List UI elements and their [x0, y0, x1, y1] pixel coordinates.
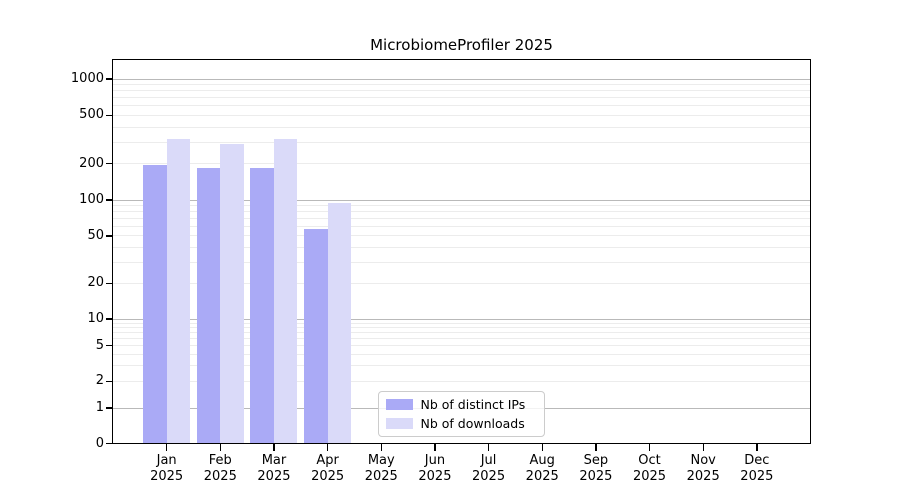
y-tick-mark: [106, 345, 113, 347]
x-tick-label: Aug 2025: [525, 452, 559, 485]
gridline-minor: [113, 338, 811, 340]
gridline-minor: [113, 97, 811, 99]
gridline-minor: [113, 345, 811, 347]
x-tick-label: Oct 2025: [632, 452, 667, 485]
gridline-minor: [113, 90, 811, 92]
x-tick-label: Mar 2025: [257, 452, 291, 485]
y-tick-mark: [106, 380, 113, 382]
x-tick-mark: [219, 444, 221, 451]
gridline-minor: [113, 246, 811, 248]
y-tick-mark: [106, 162, 113, 165]
gridline-minor: [113, 225, 811, 227]
gridline-minor: [113, 217, 811, 219]
y-tick-label: 200: [79, 155, 104, 171]
gridline-minor: [113, 84, 811, 86]
y-tick-mark: [106, 199, 113, 201]
x-tick-mark: [756, 444, 758, 451]
x-tick-label: Sep 2025: [579, 452, 613, 485]
bar-distinct-ips: [196, 167, 221, 444]
x-tick-label: Jul 2025: [472, 452, 506, 485]
legend-label-distinct-ips: Nb of distinct IPs: [420, 396, 526, 412]
gridline-minor: [113, 282, 811, 284]
gridline-minor: [113, 163, 811, 165]
x-tick-mark: [327, 444, 329, 451]
x-tick-mark: [595, 444, 597, 451]
bar-downloads: [220, 144, 244, 444]
x-tick-mark: [380, 444, 382, 451]
gridline-minor: [113, 332, 811, 334]
gridline-minor: [113, 204, 811, 206]
legend-item-downloads: Nb of downloads: [385, 415, 535, 431]
bar-downloads: [273, 138, 298, 444]
y-tick-mark: [106, 407, 113, 409]
y-tick-label: 5: [95, 337, 104, 353]
gridline-minor: [113, 211, 811, 213]
bar-distinct-ips: [143, 164, 167, 444]
bar-distinct-ips: [304, 229, 328, 444]
y-tick-label: 10: [87, 311, 104, 326]
y-tick-label: 50: [87, 227, 104, 243]
gridline-major: [113, 199, 811, 201]
y-tick-label: 100: [79, 192, 104, 207]
gridline-minor: [113, 327, 811, 329]
x-tick-label: Apr 2025: [311, 452, 345, 485]
bar-downloads: [327, 202, 352, 444]
x-tick-label: Jan 2025: [150, 452, 184, 485]
gridline-minor: [113, 365, 811, 367]
y-tick-mark: [106, 282, 113, 284]
x-tick-mark: [541, 444, 543, 451]
legend-label-downloads: Nb of downloads: [420, 415, 525, 431]
y-tick-mark: [106, 442, 113, 445]
gridline-minor: [113, 126, 811, 128]
y-tick-label: 2: [95, 373, 104, 389]
gridline-minor: [113, 380, 811, 382]
x-tick-label: Jun 2025: [418, 452, 452, 485]
x-tick-mark: [273, 444, 275, 451]
x-tick-mark: [648, 444, 651, 451]
x-tick-label: Dec 2025: [740, 452, 774, 485]
gridline-minor: [113, 261, 811, 263]
y-tick-label: 20: [87, 275, 104, 291]
y-tick-mark: [106, 78, 113, 80]
gridline-minor: [113, 353, 811, 355]
bar-downloads: [166, 138, 191, 444]
legend-swatch-downloads: [385, 417, 413, 429]
x-tick-mark: [487, 444, 490, 451]
y-tick-mark: [106, 318, 113, 320]
y-tick-label: 0: [95, 435, 104, 451]
x-tick-mark: [166, 444, 168, 451]
gridline-minor: [113, 114, 811, 116]
legend-item-distinct-ips: Nb of distinct IPs: [385, 396, 535, 412]
y-tick-mark: [106, 235, 113, 237]
x-tick-mark: [702, 444, 704, 451]
gridline-major: [113, 318, 811, 320]
chart-title: MicrobiomeProfiler 2025: [370, 36, 553, 54]
gridline-minor: [113, 235, 811, 237]
gridline-minor: [113, 105, 811, 107]
bar-distinct-ips: [250, 167, 274, 444]
gridline-major: [113, 78, 811, 80]
x-tick-label: Nov 2025: [686, 452, 720, 485]
x-tick-label: May 2025: [364, 452, 398, 485]
x-tick-mark: [434, 444, 436, 451]
y-tick-mark: [106, 114, 113, 117]
legend: Nb of distinct IPs Nb of downloads: [377, 390, 545, 437]
legend-swatch-distinct-ips: [385, 398, 413, 410]
y-tick-label: 1000: [70, 71, 104, 86]
y-tick-label: 500: [79, 107, 104, 123]
gridline-minor: [113, 322, 811, 324]
y-tick-label: 1: [95, 400, 104, 415]
gridline-minor: [113, 141, 811, 143]
x-tick-label: Feb 2025: [203, 452, 237, 485]
